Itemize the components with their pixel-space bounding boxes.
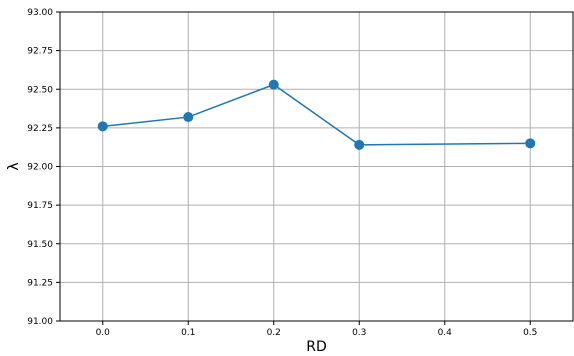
x-tick-label: 0.1 — [181, 328, 195, 338]
y-tick-label: 92.50 — [27, 85, 53, 95]
x-tick-label: 0.5 — [523, 328, 537, 338]
y-tick-label: 93.00 — [27, 8, 53, 18]
y-axis: 91.00 91.25 91.50 91.75 92.00 92.25 92.50 92.75… — [27, 8, 60, 327]
series-layer — [97, 79, 536, 150]
y-tick-label: 92.75 — [27, 47, 53, 57]
y-tick-label: 92.25 — [27, 124, 53, 134]
data-point — [97, 121, 108, 132]
data-point — [525, 138, 536, 149]
series-line — [102, 83, 531, 146]
x-tick-label: 0.4 — [438, 328, 453, 338]
x-tick-label: 0.3 — [352, 328, 366, 338]
data-point — [183, 112, 194, 123]
grid — [60, 11, 573, 322]
data-point — [354, 139, 365, 150]
x-axis: 0.0 0.1 0.2 0.3 0.4 0.5 — [96, 321, 537, 338]
y-tick-label: 91.50 — [27, 240, 53, 250]
y-axis-label: λ — [6, 162, 22, 170]
y-tick-label: 92.00 — [27, 163, 53, 173]
y-tick-label: 91.00 — [27, 317, 53, 327]
data-point — [268, 79, 279, 90]
x-tick-label: 0.0 — [96, 328, 111, 338]
x-tick-label: 0.2 — [267, 328, 281, 338]
y-tick-label: 91.75 — [27, 201, 53, 211]
x-axis-label: RD — [306, 339, 327, 355]
y-tick-label: 91.25 — [27, 278, 53, 288]
